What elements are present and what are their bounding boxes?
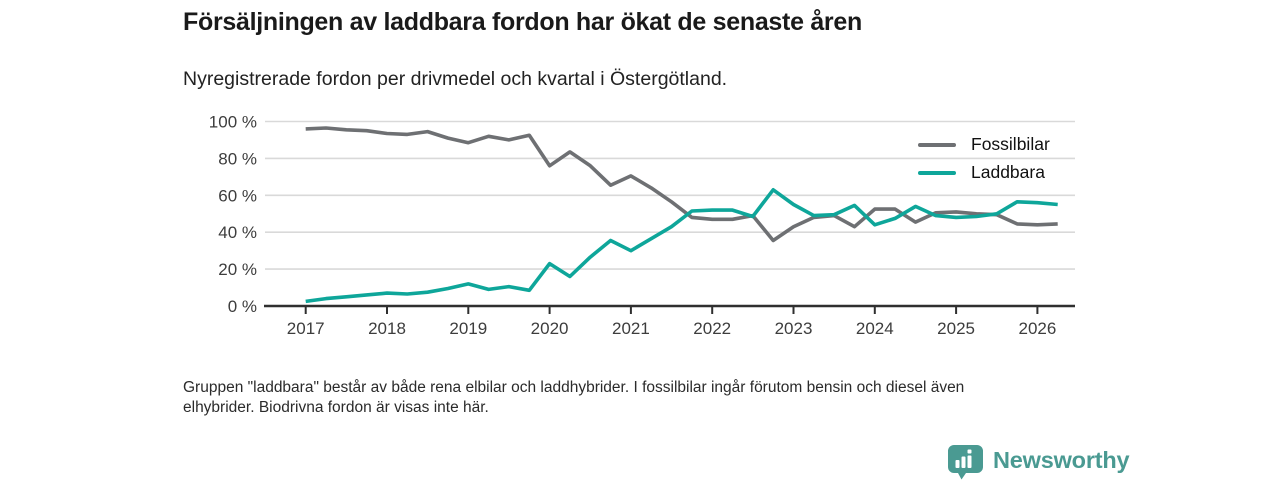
x-tick-label: 2023	[775, 319, 813, 338]
x-tick-label: 2022	[693, 319, 731, 338]
series-line-laddbara	[305, 188, 1058, 304]
legend-swatch-fossilbilar	[918, 142, 956, 147]
y-tick-label: 0 %	[228, 297, 257, 316]
x-tick-label: 2017	[287, 319, 325, 338]
y-tick-label: 40 %	[218, 223, 257, 242]
footnote: Gruppen "laddbara" består av både rena e…	[183, 378, 1083, 418]
legend-item-fossilbilar: Fossilbilar	[918, 134, 1050, 155]
newsworthy-logo-icon	[948, 445, 983, 480]
legend-item-laddbara: Laddbara	[918, 162, 1050, 183]
footnote-line-1: Gruppen "laddbara" består av både rena e…	[183, 379, 965, 396]
legend-label-fossilbilar: Fossilbilar	[971, 134, 1050, 154]
x-tick-label: 2025	[937, 319, 975, 338]
y-tick-label: 100 %	[209, 113, 257, 132]
x-tick-label: 2019	[449, 319, 487, 338]
legend-swatch-laddbara	[918, 170, 956, 175]
y-tick-label: 80 %	[218, 149, 257, 168]
x-tick-label: 2024	[856, 319, 894, 338]
y-tick-label: 60 %	[218, 186, 257, 205]
newsworthy-brand: Newsworthy	[947, 444, 1130, 480]
chart-legend: Fossilbilar Laddbara	[918, 134, 1050, 183]
chart-subtitle: Nyregistrerade fordon per drivmedel och …	[183, 68, 728, 90]
chart-title: Försäljningen av laddbara fordon har öka…	[183, 8, 862, 36]
footnote-line-2: elhybrider. Biodrivna fordon är visas in…	[183, 399, 489, 416]
x-tick-label: 2020	[531, 319, 569, 338]
newsworthy-logo-text: Newsworthy	[993, 447, 1130, 473]
x-tick-label: 2018	[368, 319, 406, 338]
y-tick-label: 20 %	[218, 260, 257, 279]
x-tick-label: 2026	[1018, 319, 1056, 338]
x-tick-label: 2021	[612, 319, 650, 338]
legend-label-laddbara: Laddbara	[971, 162, 1045, 182]
